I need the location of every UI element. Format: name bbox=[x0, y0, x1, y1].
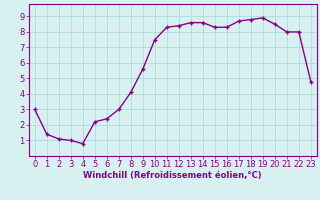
X-axis label: Windchill (Refroidissement éolien,°C): Windchill (Refroidissement éolien,°C) bbox=[84, 171, 262, 180]
